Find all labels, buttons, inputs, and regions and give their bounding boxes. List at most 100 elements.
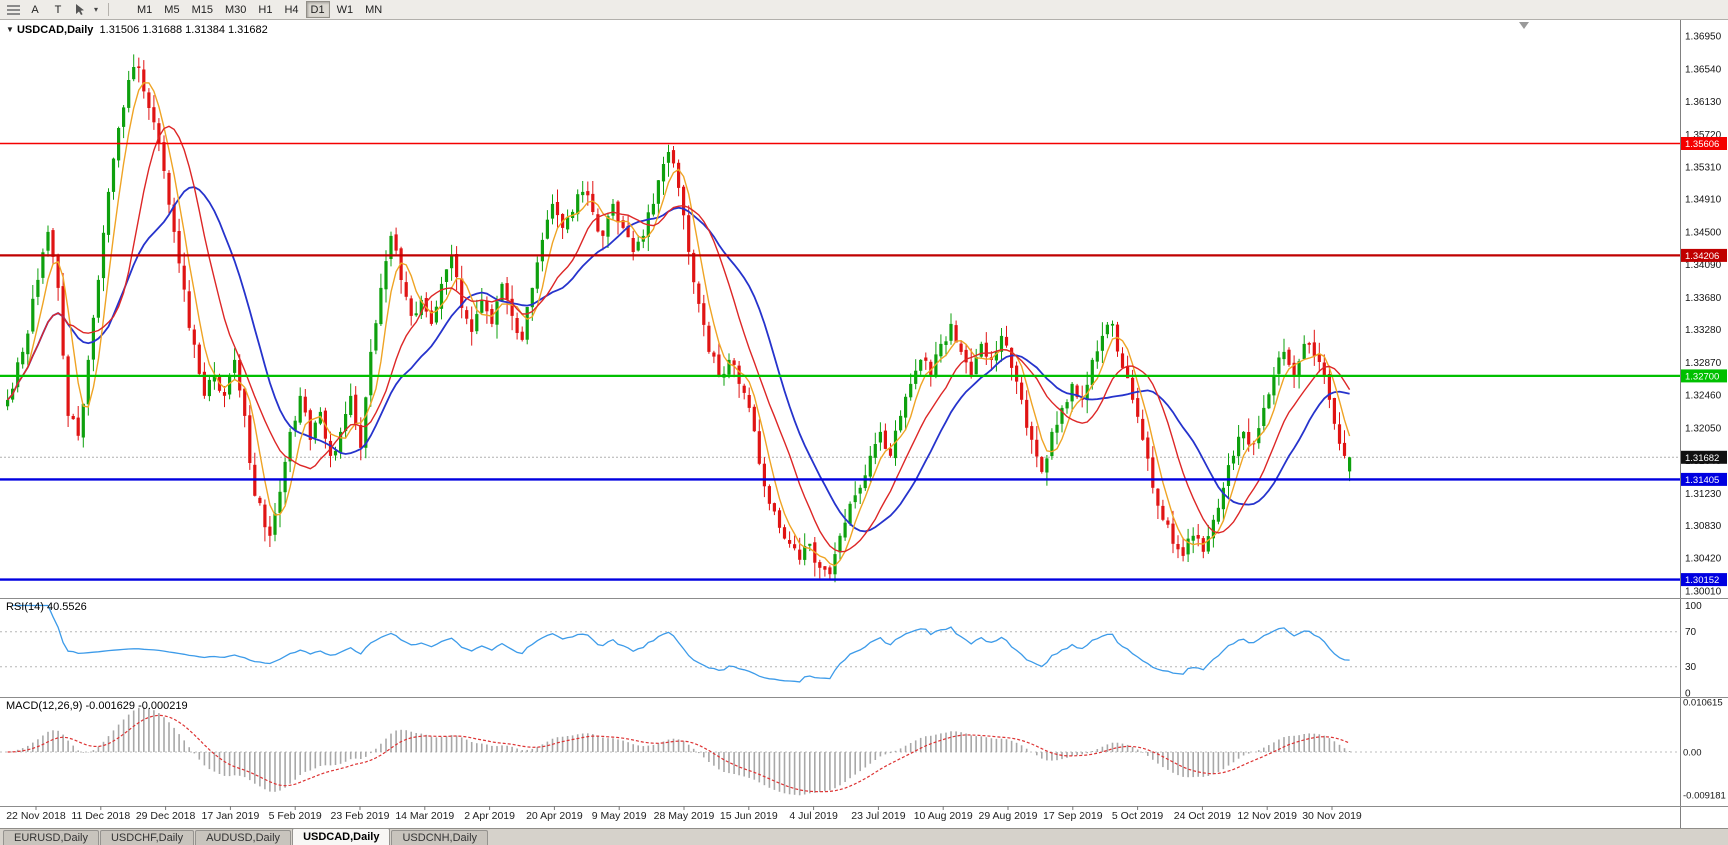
svg-text:1.32700: 1.32700 xyxy=(1685,371,1719,382)
svg-text:1.36540: 1.36540 xyxy=(1685,64,1722,75)
svg-text:1.31230: 1.31230 xyxy=(1685,489,1722,500)
price-tag xyxy=(1681,450,1727,464)
ma-slow-line xyxy=(6,186,1350,533)
toolbar-separator xyxy=(108,3,109,16)
svg-text:4 Jul 2019: 4 Jul 2019 xyxy=(789,810,838,822)
svg-text:5 Oct 2019: 5 Oct 2019 xyxy=(1112,810,1164,822)
ma-mid-line xyxy=(7,125,1351,553)
svg-text:14 Mar 2019: 14 Mar 2019 xyxy=(395,810,454,822)
rsi-name: RSI(14) xyxy=(6,601,44,613)
ohlc-close: 1.31682 xyxy=(228,24,268,36)
svg-text:11 Dec 2018: 11 Dec 2018 xyxy=(71,810,130,822)
svg-text:1.34206: 1.34206 xyxy=(1685,251,1719,262)
svg-text:1.35606: 1.35606 xyxy=(1685,139,1719,150)
svg-text:1.34500: 1.34500 xyxy=(1685,227,1722,238)
svg-text:0.00: 0.00 xyxy=(1683,748,1702,759)
chart-tab-usdcad[interactable]: USDCAD,Daily xyxy=(292,828,391,845)
price-tag xyxy=(1681,573,1727,587)
timeframe-button-m15[interactable]: M15 xyxy=(187,1,218,18)
macd-pane-label: MACD(12,26,9) -0.001629 -0.000219 xyxy=(6,700,188,712)
svg-text:22 Nov 2018: 22 Nov 2018 xyxy=(6,810,66,822)
svg-text:17 Sep 2019: 17 Sep 2019 xyxy=(1043,810,1103,822)
collapse-icon[interactable]: ▼ xyxy=(6,25,14,34)
text-tool-button[interactable]: T xyxy=(47,1,69,18)
cursor-tool-icon[interactable] xyxy=(70,1,90,18)
svg-text:1.35310: 1.35310 xyxy=(1685,163,1722,174)
cursor-dropdown-caret-icon[interactable]: ▾ xyxy=(93,5,98,14)
macd-name: MACD(12,26,9) xyxy=(6,700,83,712)
svg-text:1.35720: 1.35720 xyxy=(1685,130,1722,141)
svg-text:30: 30 xyxy=(1685,662,1697,673)
svg-text:1.30830: 1.30830 xyxy=(1685,521,1722,532)
timeframe-button-m5[interactable]: M5 xyxy=(159,1,184,18)
macd-signal-line xyxy=(7,714,1350,793)
macd-histogram xyxy=(11,707,1351,796)
svg-text:1.36950: 1.36950 xyxy=(1685,32,1722,43)
svg-text:1.32460: 1.32460 xyxy=(1685,391,1722,402)
ohlc-open: 1.31506 xyxy=(99,24,140,36)
timeframe-button-mn[interactable]: MN xyxy=(360,1,387,18)
rsi-pane-label: RSI(14) 40.5526 xyxy=(6,601,87,613)
svg-text:5 Feb 2019: 5 Feb 2019 xyxy=(269,810,322,822)
svg-text:1.30152: 1.30152 xyxy=(1685,575,1719,586)
svg-text:1.32050: 1.32050 xyxy=(1685,423,1722,434)
candles-layer xyxy=(6,54,1352,583)
svg-text:28 May 2019: 28 May 2019 xyxy=(654,810,715,822)
svg-text:-0.009181: -0.009181 xyxy=(1683,791,1726,802)
macd-signal-value: -0.000219 xyxy=(138,700,188,712)
chart-tab-eurusd[interactable]: EURUSD,Daily xyxy=(3,830,99,845)
svg-text:0: 0 xyxy=(1685,688,1691,699)
svg-text:9 May 2019: 9 May 2019 xyxy=(592,810,647,822)
svg-text:1.30010: 1.30010 xyxy=(1685,586,1722,597)
timeframe-button-h1[interactable]: H1 xyxy=(253,1,277,18)
charts-grip-icon[interactable] xyxy=(3,1,23,18)
svg-text:1.31682: 1.31682 xyxy=(1685,453,1719,464)
top-toolbar: A T ▾ M1 M5 M15 M30 H1 H4 D1 W1 MN xyxy=(0,0,1728,20)
svg-text:17 Jan 2019: 17 Jan 2019 xyxy=(201,810,259,822)
timeframe-button-h4[interactable]: H4 xyxy=(279,1,303,18)
price-tag xyxy=(1681,472,1727,486)
price-tag xyxy=(1681,369,1727,383)
svg-text:23 Jul 2019: 23 Jul 2019 xyxy=(851,810,905,822)
svg-text:24 Oct 2019: 24 Oct 2019 xyxy=(1174,810,1231,822)
svg-text:0.010615: 0.010615 xyxy=(1683,698,1723,709)
timeframe-button-m30[interactable]: M30 xyxy=(220,1,251,18)
svg-text:23 Feb 2019: 23 Feb 2019 xyxy=(331,810,390,822)
svg-text:30 Nov 2019: 30 Nov 2019 xyxy=(1302,810,1362,822)
timeframe-button-m1[interactable]: M1 xyxy=(132,1,157,18)
chart-canvas[interactable]: 1.36950 1.36540 1.36130 1.35720 1.35310 1.349… xyxy=(0,0,1728,828)
svg-text:15 Jun 2019: 15 Jun 2019 xyxy=(720,810,778,822)
svg-text:70: 70 xyxy=(1685,627,1697,638)
svg-text:100: 100 xyxy=(1685,601,1702,612)
svg-text:1.31405: 1.31405 xyxy=(1685,475,1719,486)
svg-text:2 Apr 2019: 2 Apr 2019 xyxy=(464,810,515,822)
svg-text:1.36130: 1.36130 xyxy=(1685,97,1722,108)
chart-header: ▼ USDCAD,Daily 1.31506 1.31688 1.31384 1… xyxy=(6,24,268,36)
svg-text:10 Aug 2019: 10 Aug 2019 xyxy=(914,810,973,822)
svg-text:1.33680: 1.33680 xyxy=(1685,293,1722,304)
symbol-label: USDCAD,Daily xyxy=(16,24,94,36)
svg-text:1.34910: 1.34910 xyxy=(1685,195,1722,206)
timeframe-button-w1[interactable]: W1 xyxy=(332,1,359,18)
ohlc-high: 1.31688 xyxy=(142,24,183,36)
rsi-value: 40.5526 xyxy=(46,601,87,613)
svg-text:1.33280: 1.33280 xyxy=(1685,325,1722,336)
timeframe-group: M1 M5 M15 M30 H1 H4 D1 W1 MN xyxy=(132,1,387,18)
chart-tab-usdcnh[interactable]: USDCNH,Daily xyxy=(391,830,489,845)
macd-value: -0.001629 xyxy=(85,700,136,712)
ma-fast-line xyxy=(7,82,1351,567)
svg-text:29 Dec 2018: 29 Dec 2018 xyxy=(136,810,196,822)
svg-text:1.30420: 1.30420 xyxy=(1685,554,1722,565)
rsi-line xyxy=(12,604,1350,683)
price-tag xyxy=(1681,137,1727,150)
svg-text:1.34090: 1.34090 xyxy=(1685,260,1722,271)
svg-text:12 Nov 2019: 12 Nov 2019 xyxy=(1237,810,1297,822)
annotation-a-button[interactable]: A xyxy=(24,1,46,18)
ohlc-low: 1.31384 xyxy=(185,24,225,36)
chart-tab-bar: EURUSD,Daily USDCHF,Daily AUDUSD,Daily USDC… xyxy=(0,828,1728,845)
timeframe-button-d1[interactable]: D1 xyxy=(305,1,330,18)
chart-tab-audusd[interactable]: AUDUSD,Daily xyxy=(195,830,292,845)
price-tag xyxy=(1681,248,1727,262)
chart-tab-usdchf[interactable]: USDCHF,Daily xyxy=(99,830,195,845)
